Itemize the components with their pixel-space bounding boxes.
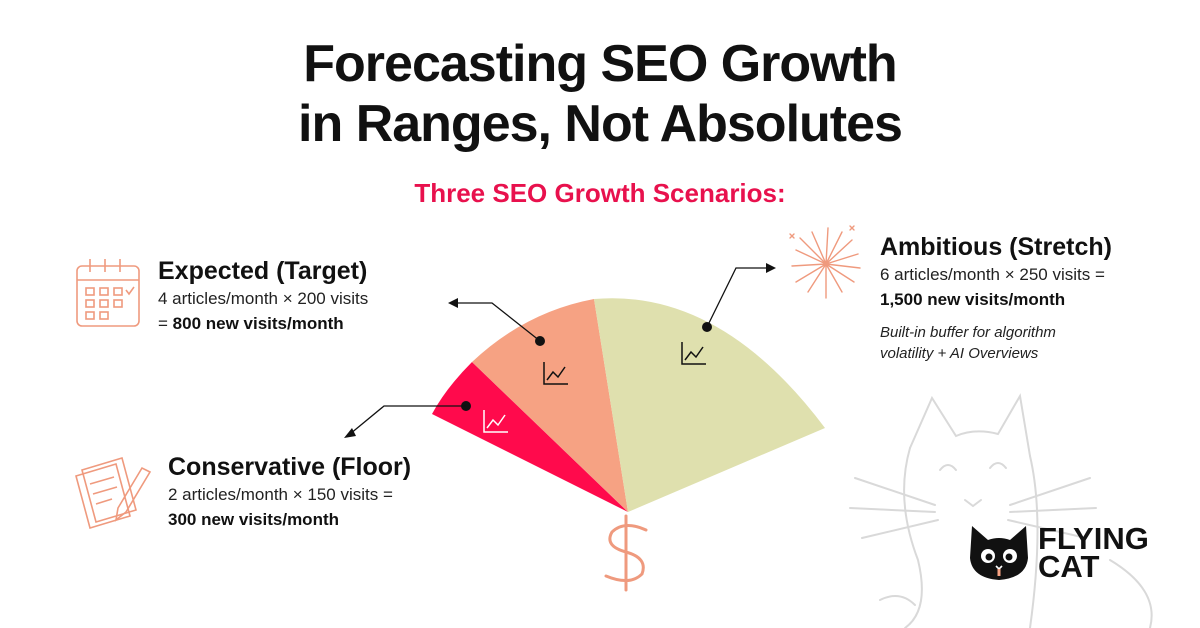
title-line-2: in Ranges, Not Absolutes (298, 95, 903, 153)
pointer-expected (448, 298, 545, 346)
ambitious-title: Ambitious (Stretch) (880, 233, 1112, 261)
cat-sketch-illustration (849, 393, 1153, 628)
calendar-icon (76, 259, 140, 327)
expected-wedge (472, 299, 628, 512)
ambitious-note-line-1: Built-in buffer for algorithm (880, 324, 1056, 341)
cat-face-icon (970, 526, 1028, 580)
logo-line-2: CAT (1038, 549, 1100, 584)
ambitious-wedge (594, 298, 825, 512)
flying-cat-logo: FLYING CAT (968, 521, 1149, 584)
expected-result: 800 new visits/month (172, 314, 344, 333)
expected-result-line: = 800 new visits/month (158, 311, 368, 336)
fireworks-icon (789, 225, 861, 299)
conservative-title: Conservative (Floor) (168, 453, 412, 481)
notepad-pencil-icon (75, 456, 152, 530)
growth-chart-icon (681, 342, 706, 365)
ambitious-formula: 6 articles/month × 250 visits = (880, 265, 1105, 284)
expected-formula: 4 articles/month × 200 visits (158, 289, 369, 308)
growth-chart-icon (543, 362, 568, 385)
expected-title: Expected (Target) (158, 257, 368, 285)
conservative-result: 300 new visits/month (168, 510, 339, 529)
ambitious-result: 1,500 new visits/month (880, 290, 1066, 309)
expected-prefix: = (158, 314, 173, 333)
scenario-ambitious: Ambitious (Stretch) 6 articles/month × 2… (880, 232, 1112, 364)
pointer-conservative (344, 401, 471, 438)
growth-chart-icon (483, 410, 508, 433)
conservative-formula: 2 articles/month × 150 visits = (168, 485, 393, 504)
ambitious-note-line-2: volatility + AI Overviews (880, 345, 1039, 362)
scenario-conservative: Conservative (Floor) 2 articles/month × … (168, 452, 411, 532)
logo-wordmark: FLYING CAT (1038, 521, 1149, 584)
dollar-icon (604, 514, 648, 592)
title-line-1: Forecasting SEO Growth (303, 35, 897, 93)
scenario-expected: Expected (Target) 4 articles/month × 200… (158, 256, 368, 336)
page-title: Forecasting SEO Growth in Ranges, Not Ab… (0, 34, 1200, 154)
conservative-wedge (432, 362, 628, 512)
ambitious-note: Built-in buffer for algorithm volatility… (880, 322, 1112, 364)
subtitle: Three SEO Growth Scenarios: (414, 178, 786, 208)
pointer-ambitious (702, 263, 776, 332)
logo-line-1: FLYING (1038, 521, 1149, 556)
